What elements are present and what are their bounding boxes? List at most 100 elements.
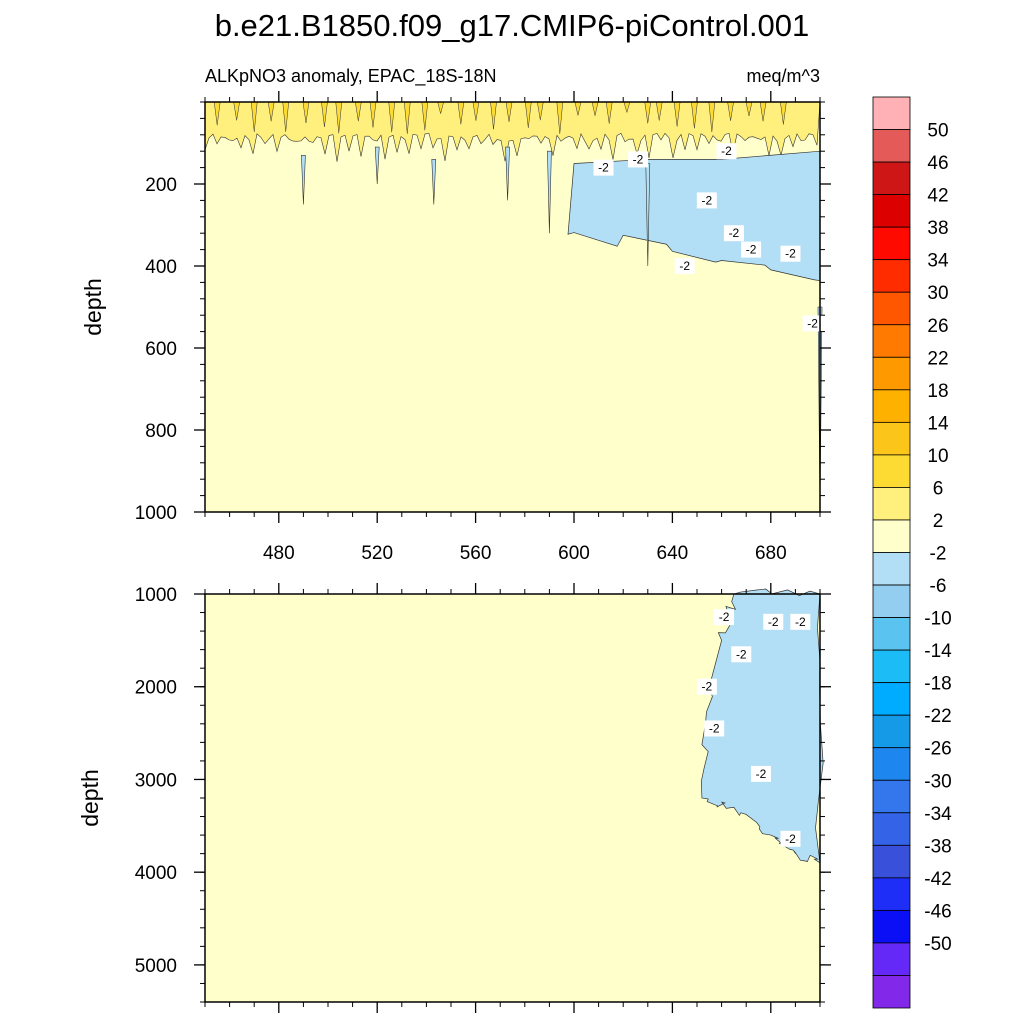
- y-tick-label: 3000: [135, 770, 177, 791]
- upper-x-axis: 480 520 560 600 640 680: [204, 91, 821, 564]
- negative-anomaly-streak: [301, 155, 306, 205]
- colorbar-label: 50: [927, 121, 948, 142]
- colorbar-swatch: [872, 487, 911, 521]
- contour-label: -2: [674, 258, 695, 274]
- contour-label-text: -2: [721, 144, 732, 158]
- colorbar-swatch: [872, 942, 911, 976]
- colorbar-swatch: [872, 519, 911, 553]
- contour-label-box: [802, 315, 823, 332]
- colorbar-label: -26: [924, 739, 951, 760]
- contour-label-text: -2: [756, 767, 767, 781]
- contour-label-box: [674, 258, 695, 274]
- contour-label-text: -2: [785, 832, 796, 846]
- negative-anomaly-streak: [374, 146, 380, 185]
- colorbar-swatch: [872, 421, 911, 456]
- colorbar-swatch: [872, 161, 911, 196]
- colorbar-label: 18: [927, 381, 948, 402]
- contour-label-box: [741, 241, 762, 258]
- lower-panel: -2 -2 -2 -2 -2 -2 -2 -2 1000 2000 3000 4000 5000 de…: [77, 583, 831, 1013]
- upper-panel-frame: [204, 101, 821, 513]
- contour-label: -2: [802, 315, 823, 332]
- colorbar-label: 42: [927, 186, 948, 207]
- contour-label: -2: [750, 765, 771, 782]
- contour-label-box: [780, 245, 801, 262]
- contour-label-text: -2: [679, 259, 690, 273]
- x-tick-label: 640: [657, 543, 689, 564]
- contour-label: -2: [696, 678, 717, 695]
- contour-label-text: -2: [719, 610, 730, 624]
- colorbar-label: -30: [924, 771, 951, 792]
- colorbar-label: -14: [924, 641, 952, 662]
- x-tick-label: 600: [558, 543, 590, 564]
- contour-label-box: [750, 765, 771, 782]
- chart-title: b.e21.B1850.f09_g17.CMIP6-piControl.001: [215, 8, 810, 43]
- colorbar-swatch: [872, 649, 911, 684]
- contour-label-text: -2: [702, 193, 713, 207]
- lower-y-axis: 1000 2000 3000 4000 5000: [135, 585, 831, 1003]
- contour-label: -2: [723, 225, 744, 242]
- contour-label-box: [790, 613, 811, 630]
- lower-panel-contour-labels: -2 -2 -2 -2 -2 -2 -2 -2: [696, 609, 811, 847]
- contour-label-text: -2: [785, 247, 796, 261]
- contour-label-box: [763, 613, 784, 630]
- contour-label-text: -2: [598, 161, 609, 175]
- colorbar-label: -6: [930, 576, 947, 597]
- colorbar-swatch: [872, 194, 911, 228]
- colorbar-label: 30: [927, 283, 948, 304]
- x-tick-label: 520: [361, 543, 393, 564]
- upper-panel-contour-labels: -2 -2 -2 -2 -2 -2 -2 -2 -2: [593, 143, 823, 332]
- contour-label-box: [731, 646, 752, 663]
- colorbar-label: 2: [933, 511, 944, 532]
- colorbar-label: 10: [927, 446, 948, 467]
- colorbar-swatch: [872, 324, 911, 358]
- colorbar-swatch: [872, 356, 911, 391]
- contour-label: -2: [704, 720, 725, 737]
- contour-label-box: [714, 609, 735, 626]
- colorbar-label: 22: [927, 348, 948, 369]
- contour-label-box: [723, 225, 744, 242]
- negative-anomaly-streak: [547, 150, 552, 234]
- contour-label-box: [627, 151, 648, 168]
- colorbar-swatch: [872, 129, 911, 163]
- lower-y-axis-label: depth: [77, 769, 103, 827]
- y-tick-label: 5000: [135, 956, 177, 977]
- contour-label-text: -2: [633, 152, 644, 166]
- contour-label-text: -2: [709, 721, 720, 735]
- contour-label-text: -2: [736, 647, 747, 661]
- upper-y-axis-label: depth: [80, 278, 106, 336]
- colorbar: 50 46 42 38 34 30 26 22 18 14 10 6 2 -2 -6 -10 -14 -18 -22…: [872, 96, 952, 1009]
- contour-label: -2: [593, 159, 614, 176]
- colorbar-label: 38: [927, 218, 948, 239]
- colorbar-swatch: [872, 454, 911, 488]
- colorbar-label: -34: [924, 804, 952, 825]
- colorbar-swatch: [872, 714, 911, 749]
- colorbar-swatch: [872, 617, 911, 651]
- colorbar-label: 14: [927, 413, 949, 434]
- colorbar-label: -10: [924, 609, 951, 630]
- chart-units-label: meq/m^3: [747, 66, 820, 86]
- colorbar-swatch: [872, 975, 911, 1009]
- y-tick-label: 800: [145, 421, 177, 442]
- colorbar-swatch: [872, 552, 911, 586]
- contour-label-text: -2: [768, 615, 779, 629]
- contour-label-box: [593, 159, 614, 176]
- contour-label: -2: [627, 151, 648, 168]
- colorbar-label: -2: [930, 544, 947, 565]
- colorbar-swatch: [872, 779, 911, 814]
- contour-label-text: -2: [702, 680, 713, 694]
- y-tick-label: 1000: [135, 585, 177, 606]
- y-tick-label: 2000: [135, 678, 177, 699]
- colorbar-swatch: [872, 584, 911, 618]
- x-tick-label: 480: [263, 543, 295, 564]
- y-tick-label: 200: [145, 175, 177, 196]
- y-tick-label: 600: [145, 339, 177, 360]
- contour-label: -2: [716, 143, 737, 160]
- y-tick-label: 1000: [135, 503, 177, 524]
- x-tick-label: 560: [460, 543, 492, 564]
- colorbar-label: 46: [927, 153, 948, 174]
- contour-label-box: [696, 678, 717, 695]
- colorbar-label: 34: [927, 251, 949, 272]
- contour-label-box: [780, 830, 801, 847]
- contour-label-text: -2: [807, 316, 818, 330]
